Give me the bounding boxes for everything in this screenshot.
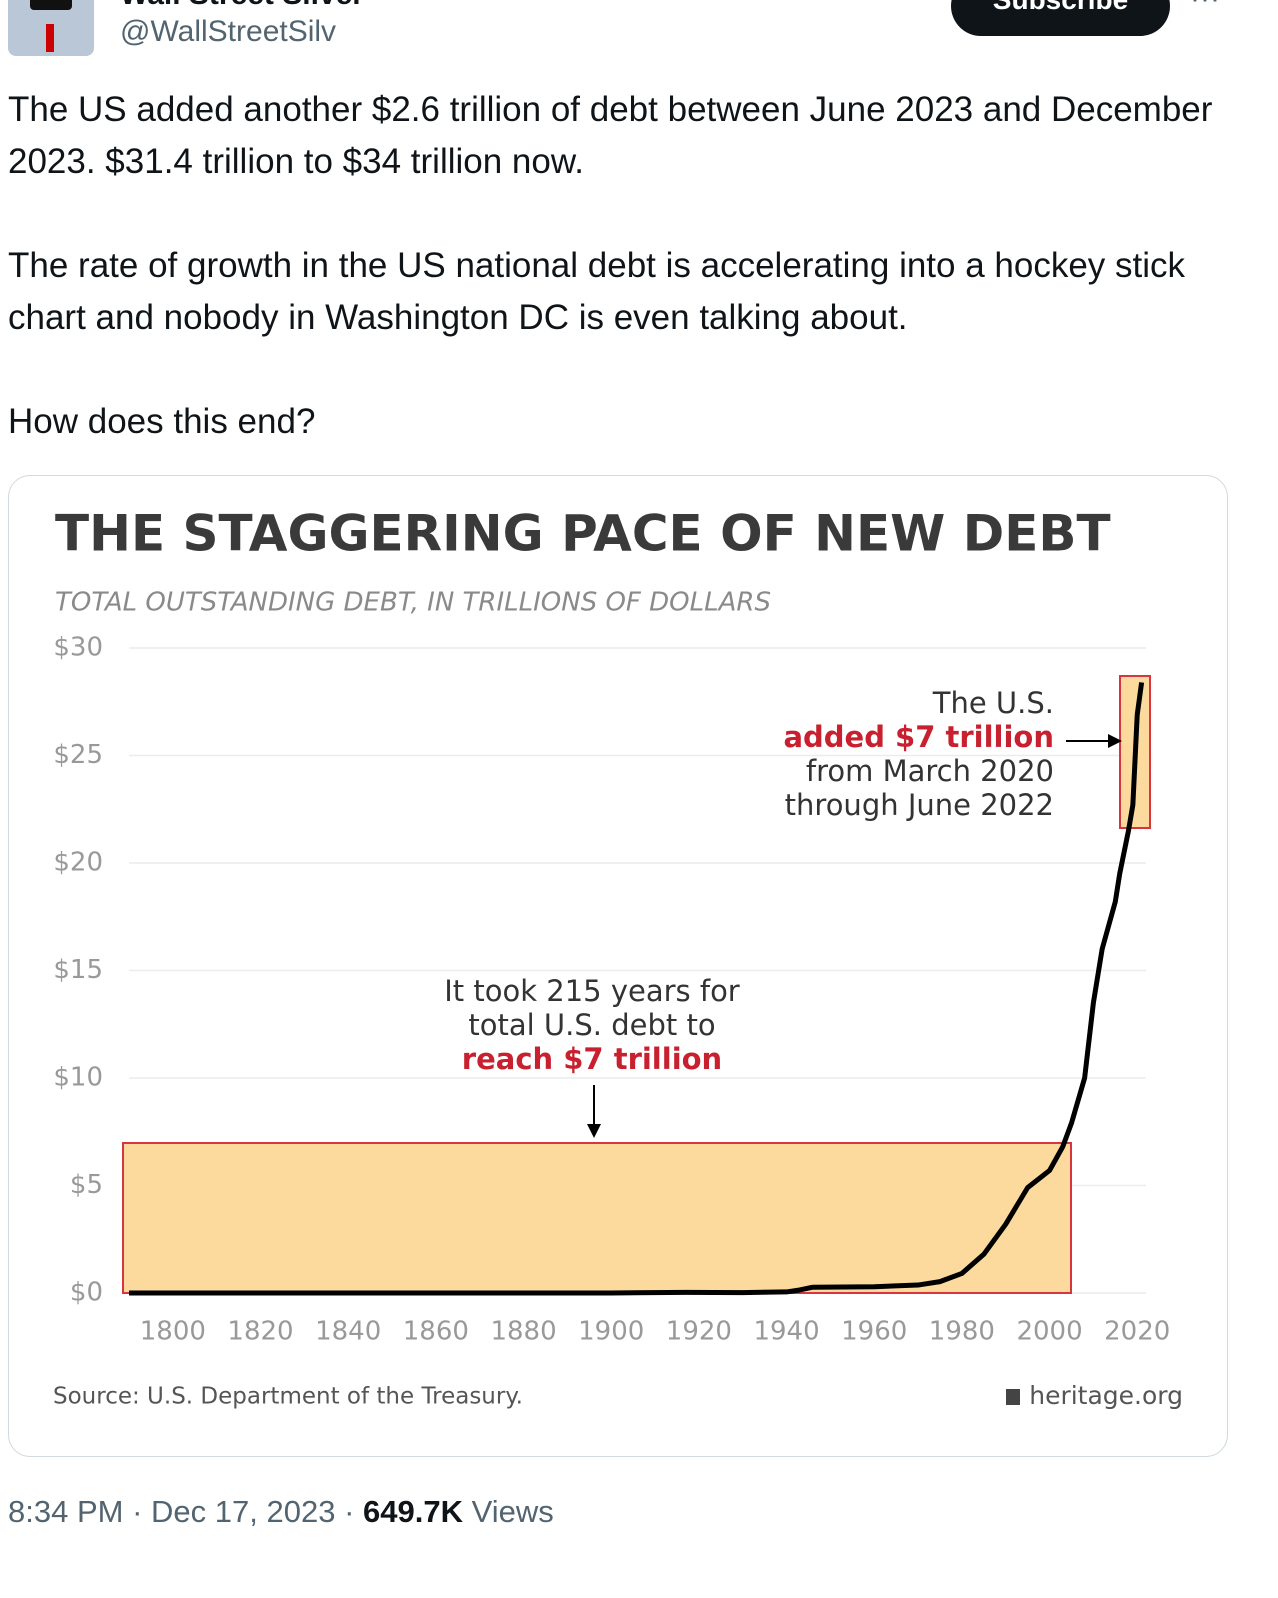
x-tick-label: 1900 [578, 1317, 644, 1347]
subscribe-button[interactable]: Subscribe [951, 0, 1170, 36]
views-count: 649.7K [363, 1494, 463, 1529]
annotation: total U.S. debt to [468, 1008, 715, 1042]
credit: heritage.org [1029, 1381, 1183, 1410]
x-tick-label: 1960 [841, 1317, 907, 1347]
source: Source: U.S. Department of the Treasury. [53, 1384, 523, 1410]
views-label: Views [471, 1494, 554, 1529]
chart-title: THE STAGGERING PACE OF NEW DEBT [55, 505, 1111, 563]
annotation: It took 215 years for [444, 974, 740, 1008]
annotation: added $7 trillion [783, 720, 1054, 754]
annotation: reach $7 trillion [462, 1042, 722, 1076]
x-tick-label: 1800 [140, 1317, 206, 1347]
y-tick-label: $30 [53, 633, 103, 663]
y-tick-label: $5 [70, 1170, 103, 1200]
y-tick-label: $10 [53, 1063, 103, 1093]
annotation: from March 2020 [806, 754, 1054, 788]
arrow-head [587, 1124, 601, 1138]
annotation: through June 2022 [785, 788, 1054, 822]
post-meta: 8:34 PM · Dec 17, 2023 · 649.7K Views [8, 1494, 554, 1530]
x-tick-label: 1940 [753, 1317, 819, 1347]
handle[interactable]: @WallStreetSilv [120, 15, 337, 48]
highlight-box [122, 1142, 1072, 1294]
data-line [129, 682, 1145, 1296]
x-tick-label: 1880 [490, 1317, 556, 1347]
y-tick-label: $20 [53, 848, 103, 878]
paragraph: How does this end? [8, 402, 316, 441]
media-card[interactable] [8, 475, 1228, 1457]
date[interactable]: Dec 17, 2023 [151, 1494, 336, 1529]
x-tick-label: 2020 [1104, 1317, 1170, 1347]
x-tick-label: 1920 [666, 1317, 732, 1347]
sunglasses [30, 0, 72, 10]
chart-subtitle: TOTAL OUTSTANDING DEBT, IN TRILLIONS OF … [55, 588, 771, 618]
arrow-head [1108, 734, 1122, 748]
display-name[interactable]: Wall Street Silver [120, 0, 364, 12]
more-button[interactable]: ··· [1190, 0, 1220, 16]
x-tick-label: 2000 [1016, 1317, 1082, 1347]
x-tick-label: 1820 [227, 1317, 293, 1347]
y-tick-label: $25 [53, 740, 103, 770]
paragraph: The US added another $2.6 trillion of de… [8, 90, 1213, 181]
separator: · [132, 1494, 143, 1529]
paragraph: The rate of growth in the US national de… [8, 246, 1186, 337]
x-tick-label: 1840 [315, 1317, 381, 1347]
avatar[interactable] [8, 0, 94, 56]
tie [46, 24, 54, 52]
time[interactable]: 8:34 PM [8, 1494, 124, 1529]
heritage-logo [1006, 1389, 1020, 1405]
post-text: The US added another $2.6 trillion of de… [8, 84, 1223, 500]
y-tick-label: $0 [70, 1278, 103, 1308]
x-tick-label: 1980 [929, 1317, 995, 1347]
y-tick-label: $15 [53, 955, 103, 985]
separator: · [344, 1494, 355, 1529]
annotation: The U.S. [932, 686, 1054, 720]
x-tick-label: 1860 [403, 1317, 469, 1347]
